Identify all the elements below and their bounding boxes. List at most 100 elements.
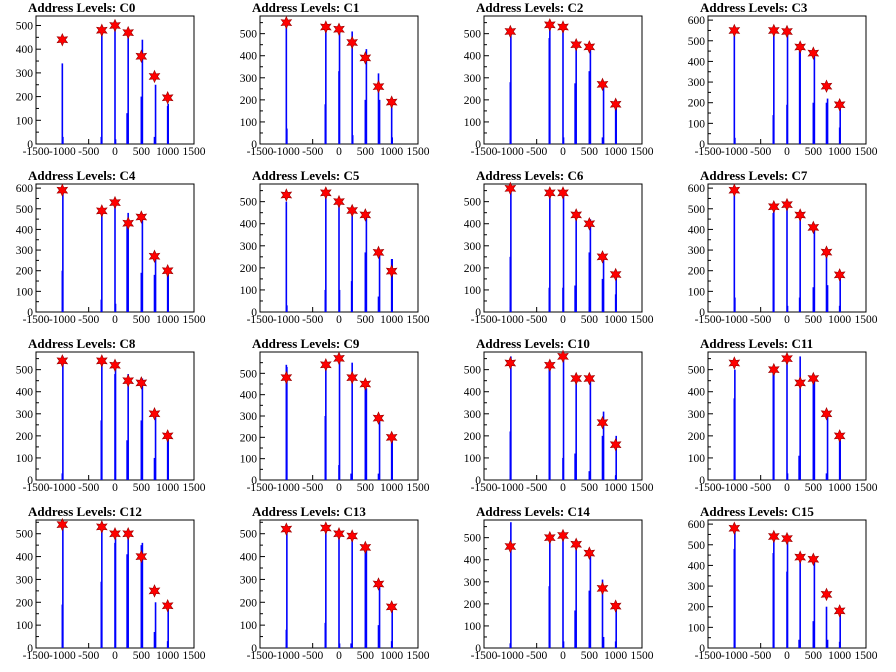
- x-tick-label: 1500: [855, 314, 878, 326]
- x-tick-label: -1500: [695, 650, 722, 662]
- chart-panel-15: Address Levels: C15 0 100 200 300 400 500 600 -1…: [672, 504, 896, 672]
- level-marker-star: [333, 351, 345, 366]
- level-marker-star: [557, 349, 569, 364]
- histogram-bar: [549, 537, 551, 648]
- x-tick-label: -1500: [471, 314, 498, 326]
- histogram-bar: [127, 531, 129, 648]
- y-tick-label: 500: [464, 365, 482, 377]
- histogram-bar: [365, 214, 368, 312]
- histogram-bar: [589, 378, 592, 480]
- level-marker-star: [807, 220, 820, 235]
- x-tick-label: 1500: [183, 146, 206, 158]
- level-marker-star: [135, 49, 148, 64]
- histogram-bar: [390, 99, 393, 144]
- chart-title: Address Levels: C13: [252, 504, 366, 519]
- histogram-bar: [364, 549, 367, 648]
- histogram-bar: [510, 356, 512, 480]
- level-marker-star: [56, 32, 69, 47]
- level-marker-star: [135, 376, 148, 390]
- chart-title: Address Levels: C10: [476, 336, 590, 351]
- histogram-bar: [615, 435, 617, 480]
- y-tick-label: 300: [240, 73, 258, 85]
- x-tick-label: -1000: [49, 482, 76, 494]
- histogram-bar: [733, 188, 736, 312]
- y-tick-label: 600: [688, 15, 706, 27]
- histogram-bar: [549, 360, 551, 480]
- x-tick-label: 1500: [631, 482, 654, 494]
- level-marker-star: [333, 194, 345, 209]
- x-tick-label: -1000: [497, 482, 524, 494]
- x-tick-label: -1500: [695, 482, 722, 494]
- y-tick-label: 500: [688, 36, 706, 48]
- chart-svg-6: Address Levels: C60100200300400500-1500-…: [464, 168, 654, 326]
- level-marker-star: [95, 354, 108, 368]
- x-tick-label: -1000: [273, 482, 300, 494]
- x-tick-label: -500: [526, 482, 547, 494]
- x-tick-label: 500: [581, 650, 599, 662]
- histogram-bar: [562, 192, 565, 312]
- histogram-bar: [825, 102, 828, 144]
- histogram-bar: [773, 365, 775, 480]
- y-tick-label: 0: [27, 475, 33, 487]
- histogram-bar: [286, 529, 288, 648]
- x-tick-label: 1500: [407, 482, 430, 494]
- level-marker-star: [372, 411, 385, 425]
- level-marker-star: [570, 37, 583, 52]
- histogram-bar: [602, 636, 605, 648]
- y-tick-label: 400: [688, 387, 706, 399]
- x-tick-label: 0: [560, 146, 566, 158]
- histogram-bar: [167, 270, 169, 312]
- level-marker-star: [504, 24, 517, 39]
- chart-panel-3: Address Levels: C3 0 100 200 300 400 500 600 -15…: [672, 0, 896, 168]
- level-marker-star: [161, 598, 174, 613]
- chart-panel-2: Address Levels: C2 0 100 200 300 400 500 -1500-…: [448, 0, 672, 168]
- x-tick-label: 500: [805, 482, 823, 494]
- histogram-bar: [62, 356, 64, 480]
- level-marker-star: [109, 358, 121, 372]
- histogram-bar: [773, 538, 775, 648]
- x-tick-label: 500: [357, 146, 375, 158]
- histogram-bar: [813, 53, 816, 145]
- histogram-bar: [114, 303, 117, 312]
- chart-panel-4: Address Levels: C4 0 100 200 300 400 500 600 -15…: [0, 168, 224, 336]
- histogram-bar: [338, 358, 341, 480]
- histogram-bar: [589, 44, 592, 145]
- chart-title: Address Levels: C12: [28, 504, 142, 519]
- histogram-bar: [391, 259, 393, 312]
- level-marker-star: [359, 208, 372, 222]
- level-marker-star: [833, 268, 846, 282]
- y-tick-label: 100: [16, 620, 34, 632]
- y-tick-label: 100: [16, 453, 34, 465]
- level-marker-star: [359, 51, 372, 65]
- histogram-bar: [588, 252, 591, 312]
- y-tick-label: 400: [464, 387, 482, 399]
- x-tick-label: 0: [112, 650, 118, 662]
- chart-panel-9: Address Levels: C9 0 100 200 300 400 500 -1500-…: [224, 336, 448, 504]
- y-tick-label: 100: [688, 118, 706, 130]
- chart-svg-13: Address Levels: C13 0 100 200 300 400 500 -1500…: [240, 504, 430, 662]
- histogram-bar: [799, 553, 801, 648]
- level-marker-star: [346, 370, 359, 385]
- y-tick-label: 500: [16, 204, 34, 216]
- level-marker-star: [781, 24, 793, 39]
- level-marker-star: [56, 183, 69, 197]
- y-tick-label: 300: [16, 409, 34, 421]
- y-tick-label: 600: [688, 183, 706, 195]
- histogram-bar: [734, 297, 736, 312]
- level-marker-star: [820, 407, 833, 421]
- y-tick-label: 500: [464, 533, 482, 545]
- histogram-bar: [562, 137, 565, 144]
- y-tick-label: 400: [464, 219, 482, 231]
- y-tick-label: 300: [464, 409, 482, 421]
- y-tick-label: 400: [16, 44, 34, 56]
- x-tick-label: 500: [805, 146, 823, 158]
- y-tick-label: 0: [27, 307, 33, 319]
- histogram-bar: [101, 360, 103, 480]
- histogram-bar: [350, 643, 352, 648]
- x-tick-label: 1000: [156, 146, 179, 158]
- x-tick-label: -1500: [695, 146, 722, 158]
- histogram-bar: [773, 28, 775, 144]
- histogram-bar: [126, 440, 128, 480]
- x-tick-label: 1500: [631, 146, 654, 158]
- x-tick-label: 1000: [604, 650, 627, 662]
